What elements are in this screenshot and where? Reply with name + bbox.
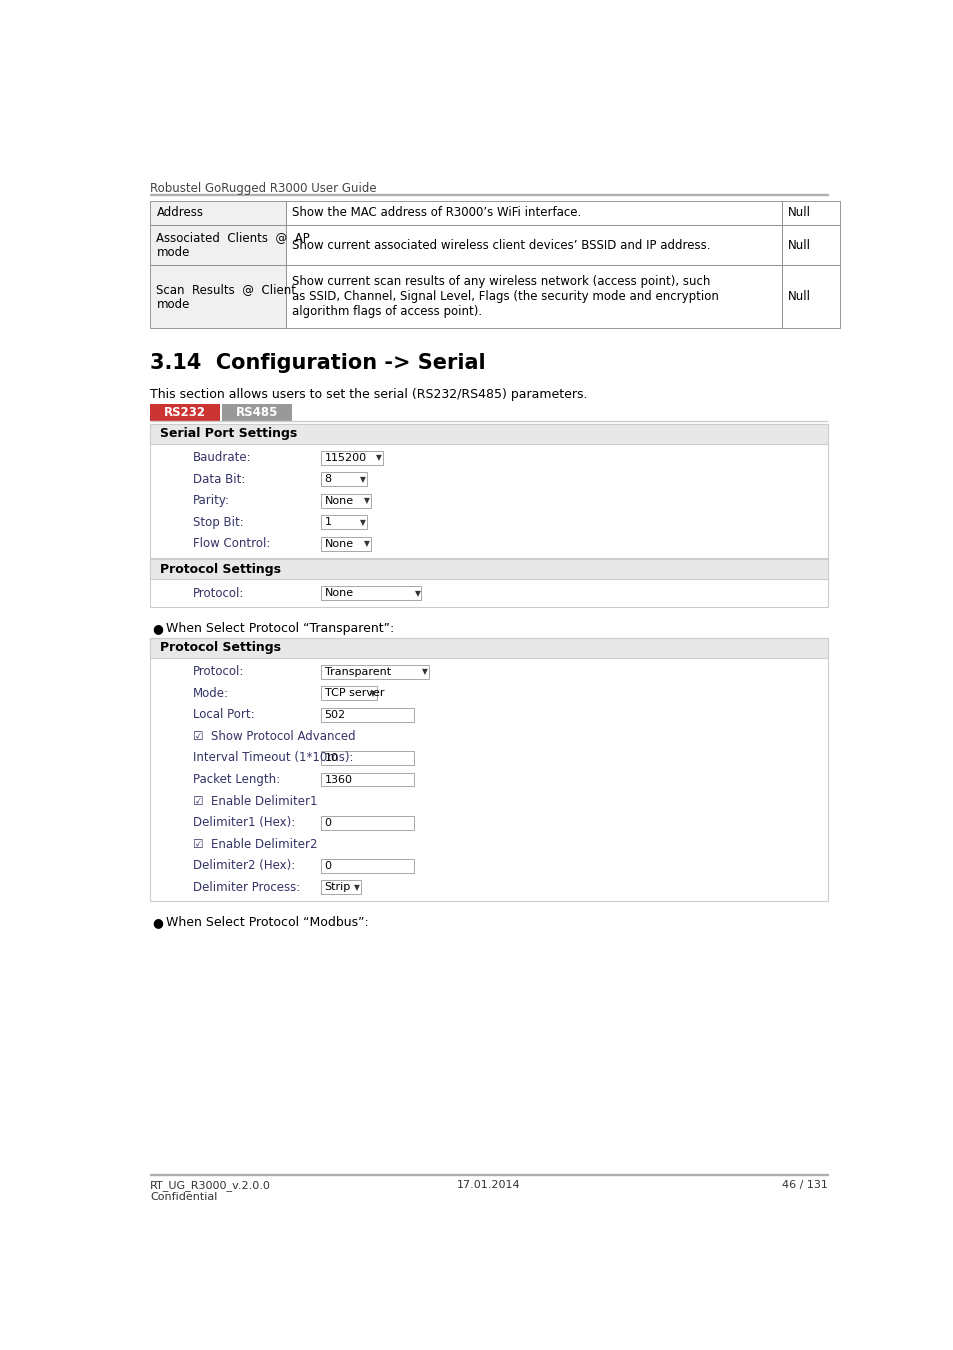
Text: Interval Timeout (1*10ms):: Interval Timeout (1*10ms):	[193, 752, 353, 764]
Bar	[320, 772, 414, 787]
Text: 115200: 115200	[324, 452, 366, 463]
Text: None: None	[324, 589, 354, 598]
Text: 502: 502	[324, 710, 345, 720]
Bar	[286, 201, 781, 225]
Text: Protocol Settings: Protocol Settings	[159, 641, 280, 655]
Text: ▼: ▼	[354, 883, 359, 892]
Bar	[150, 559, 827, 579]
Bar	[150, 193, 827, 196]
Bar	[320, 815, 414, 830]
Bar	[320, 686, 376, 701]
Bar	[320, 537, 371, 551]
Text: Null: Null	[787, 207, 810, 219]
Text: 1360: 1360	[324, 775, 353, 784]
Text: Packet Length:: Packet Length:	[193, 774, 280, 786]
Bar	[150, 225, 286, 265]
Bar	[320, 516, 367, 529]
Text: 8: 8	[324, 474, 332, 485]
Bar	[150, 265, 286, 328]
Text: When Select Protocol “Transparent”:: When Select Protocol “Transparent”:	[166, 622, 394, 634]
Bar	[150, 404, 220, 421]
Bar	[320, 751, 414, 765]
Text: 1: 1	[324, 517, 332, 528]
Text: None: None	[324, 495, 354, 506]
Text: Delimiter2 (Hex):: Delimiter2 (Hex):	[193, 860, 294, 872]
Bar	[222, 404, 292, 421]
Bar	[781, 201, 840, 225]
Text: ▼: ▼	[415, 589, 420, 598]
Text: Baudrate:: Baudrate:	[193, 451, 252, 464]
Text: Show current associated wireless client devices’ BSSID and IP address.: Show current associated wireless client …	[292, 239, 710, 251]
Bar	[286, 265, 781, 328]
Bar	[150, 637, 827, 657]
Text: 10: 10	[324, 753, 338, 763]
Text: ▼: ▼	[369, 688, 375, 698]
Text: ▼: ▼	[364, 540, 370, 548]
Text: Scan  Results  @  Client
mode: Scan Results @ Client mode	[156, 282, 296, 310]
Text: ▼: ▼	[422, 667, 428, 676]
Bar	[320, 880, 360, 894]
Text: Serial Port Settings: Serial Port Settings	[159, 428, 296, 440]
Text: RS485: RS485	[235, 406, 278, 418]
Text: 46 / 131: 46 / 131	[781, 1180, 827, 1189]
Text: Parity:: Parity:	[193, 494, 230, 508]
Bar	[320, 707, 414, 722]
Bar	[320, 586, 421, 601]
Bar	[781, 265, 840, 328]
Text: ☑  Enable Delimiter2: ☑ Enable Delimiter2	[193, 838, 317, 850]
Text: Robustel GoRugged R3000 User Guide: Robustel GoRugged R3000 User Guide	[150, 182, 376, 194]
Text: Associated  Clients  @  AP
mode: Associated Clients @ AP mode	[156, 231, 310, 259]
Text: When Select Protocol “Modbus”:: When Select Protocol “Modbus”:	[166, 917, 368, 929]
Text: Data Bit:: Data Bit:	[193, 472, 245, 486]
Text: 0: 0	[324, 818, 332, 828]
Text: Show current scan results of any wireless network (access point), such
as SSID, : Show current scan results of any wireles…	[292, 275, 719, 319]
Text: ●: ●	[152, 917, 163, 929]
Text: Stop Bit:: Stop Bit:	[193, 516, 243, 529]
Text: 3.14  Configuration -> Serial: 3.14 Configuration -> Serial	[150, 352, 485, 373]
Text: Local Port:: Local Port:	[193, 709, 254, 721]
Text: Protocol:: Protocol:	[193, 666, 244, 678]
Text: TCP server: TCP server	[324, 688, 384, 698]
Bar	[150, 559, 827, 608]
Text: Flow Control:: Flow Control:	[193, 537, 270, 551]
Text: RT_UG_R3000_v.2.0.0
Confidential: RT_UG_R3000_v.2.0.0 Confidential	[150, 1180, 271, 1203]
Text: Protocol Settings: Protocol Settings	[159, 563, 280, 576]
Text: ☑  Enable Delimiter1: ☑ Enable Delimiter1	[193, 795, 317, 807]
Text: 0: 0	[324, 861, 332, 871]
Text: RS232: RS232	[164, 406, 206, 418]
Bar	[150, 424, 827, 444]
Text: 17.01.2014: 17.01.2014	[456, 1180, 520, 1189]
Text: Show the MAC address of R3000’s WiFi interface.: Show the MAC address of R3000’s WiFi int…	[292, 207, 580, 219]
Text: ▼: ▼	[360, 475, 366, 483]
Text: Address: Address	[156, 207, 203, 219]
Text: ☑  Show Protocol Advanced: ☑ Show Protocol Advanced	[193, 730, 355, 742]
Text: Transparent: Transparent	[324, 667, 391, 676]
Bar	[781, 225, 840, 265]
Bar	[150, 424, 827, 558]
Text: Protocol:: Protocol:	[193, 587, 244, 599]
Text: Delimiter1 (Hex):: Delimiter1 (Hex):	[193, 817, 294, 829]
Text: Delimiter Process:: Delimiter Process:	[193, 880, 300, 894]
Text: ●: ●	[152, 622, 163, 634]
Text: This section allows users to set the serial (RS232/RS485) parameters.: This section allows users to set the ser…	[150, 389, 587, 401]
Text: ▼: ▼	[375, 454, 381, 462]
Bar	[320, 664, 429, 679]
Text: Mode:: Mode:	[193, 687, 229, 699]
Bar	[150, 637, 827, 902]
Text: Strip: Strip	[324, 883, 351, 892]
Text: Null: Null	[787, 290, 810, 304]
Bar	[320, 859, 414, 872]
Text: Null: Null	[787, 239, 810, 251]
Text: None: None	[324, 539, 354, 549]
Text: ▼: ▼	[364, 497, 370, 505]
Bar	[150, 201, 286, 225]
Text: ▼: ▼	[360, 518, 366, 526]
Bar	[320, 451, 382, 464]
Bar	[320, 472, 367, 486]
Bar	[320, 494, 371, 508]
Bar	[286, 225, 781, 265]
